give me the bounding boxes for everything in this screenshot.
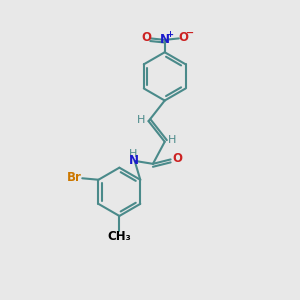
Text: O: O: [172, 152, 182, 165]
Text: N: N: [128, 154, 139, 167]
Text: O: O: [178, 31, 189, 44]
Text: −: −: [186, 28, 194, 38]
Text: O: O: [141, 31, 151, 44]
Text: N: N: [160, 33, 170, 46]
Text: H: H: [168, 135, 176, 145]
Text: Br: Br: [67, 171, 82, 184]
Text: H: H: [137, 115, 146, 125]
Text: H: H: [129, 149, 138, 159]
Text: +: +: [166, 30, 173, 39]
Text: CH₃: CH₃: [107, 230, 131, 243]
